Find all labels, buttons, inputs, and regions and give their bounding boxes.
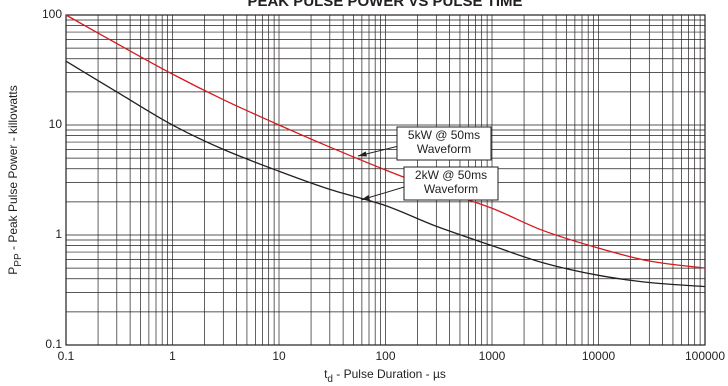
x-tick-label: 10000 bbox=[582, 349, 616, 363]
series-line bbox=[65, 14, 706, 269]
x-tick-label: 10 bbox=[272, 349, 286, 363]
y-label-sub: PP bbox=[13, 253, 24, 267]
annotation-box bbox=[403, 166, 499, 201]
grid: 0.1 1 10 100 1000 10000 100000 0.1 1 10 100 bbox=[42, 7, 725, 363]
chart-title: PEAK PULSE POWER VS PULSE TIME bbox=[247, 0, 522, 10]
annotation-text: Waveform bbox=[424, 182, 478, 196]
annotation-text: 2kW @ 50ms bbox=[415, 168, 487, 182]
arrow-head bbox=[358, 151, 367, 157]
annotation-text: Waveform bbox=[417, 142, 471, 156]
y-tick-label: 100 bbox=[42, 7, 62, 21]
y-label-symbol: P bbox=[6, 267, 20, 275]
y-label-text: - Peak Pulse Power - killowatts bbox=[6, 85, 20, 253]
annotation-text: 5kW @ 50ms bbox=[408, 128, 480, 142]
x-tick-label: 100000 bbox=[685, 349, 725, 363]
x-tick-label: 1 bbox=[169, 349, 176, 363]
x-label-sub: d bbox=[327, 374, 333, 385]
x-tick-label: 1000 bbox=[479, 349, 506, 363]
y-tick-label: 1 bbox=[55, 227, 62, 241]
x-axis-label: td - Pulse Duration - µs bbox=[324, 367, 446, 384]
annotation-box bbox=[396, 126, 492, 161]
x-label-symbol: t bbox=[324, 367, 328, 381]
arrow-head bbox=[361, 194, 370, 201]
y-tick-label: 0.1 bbox=[45, 337, 62, 351]
x-label-text: - Pulse Duration - µs bbox=[333, 367, 446, 381]
series-line bbox=[65, 60, 706, 288]
plot-frame bbox=[65, 14, 706, 346]
y-axis-label: PPP - Peak Pulse Power - killowatts bbox=[6, 85, 23, 274]
y-tick-label: 10 bbox=[49, 117, 63, 131]
plot bbox=[65, 14, 706, 288]
x-tick-label: 100 bbox=[375, 349, 395, 363]
x-tick-label: 0.1 bbox=[58, 349, 75, 363]
